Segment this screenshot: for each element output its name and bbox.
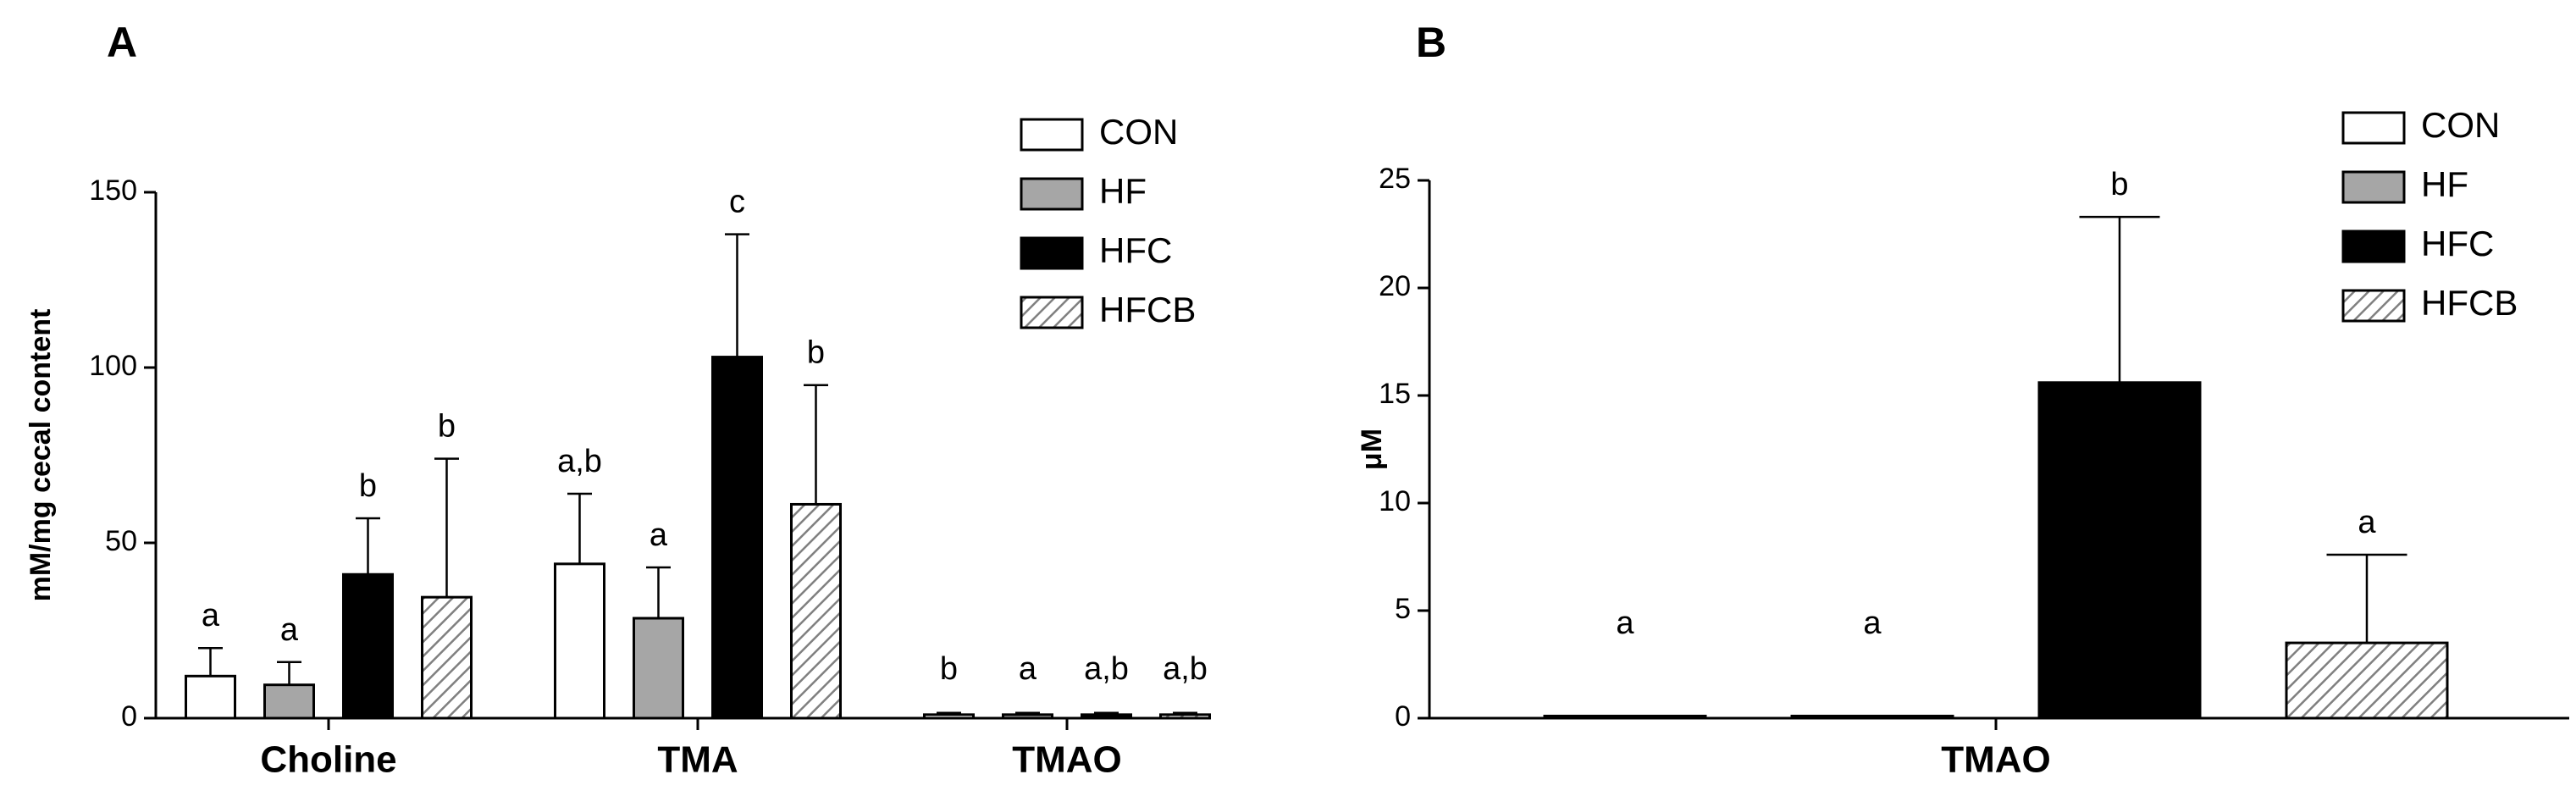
bar: [1159, 713, 1211, 720]
legend-swatch: [2341, 289, 2406, 323]
panel-label: B: [1416, 19, 1446, 66]
annotation: a: [280, 612, 299, 648]
bar: [185, 674, 236, 720]
annotation: a,b: [557, 444, 602, 479]
y-tick-label: 0: [1395, 700, 1411, 733]
annotation: b: [438, 409, 456, 445]
x-tick-label: TMA: [657, 739, 738, 781]
annotation: a: [1019, 651, 1037, 687]
bar: [923, 713, 975, 720]
bar: [2037, 381, 2202, 720]
bar: [263, 683, 315, 720]
y-tick-label: 100: [89, 350, 137, 382]
legend-label: HFC: [1099, 230, 1172, 270]
bar: [554, 562, 605, 720]
y-tick-label: 10: [1379, 485, 1411, 517]
legend-swatch: [2341, 170, 2406, 204]
legend-swatch: [1020, 236, 1084, 270]
annotation: b: [940, 651, 958, 687]
legend-label: CON: [1099, 112, 1178, 152]
legend-swatch: [2341, 111, 2406, 145]
bar: [342, 572, 394, 720]
legend-label: HFCB: [1099, 290, 1196, 329]
bar: [1002, 713, 1053, 720]
annotation: b: [359, 468, 377, 504]
y-axis-label: μM: [1356, 429, 1388, 470]
bar: [2285, 641, 2449, 720]
bar: [1081, 713, 1132, 720]
legend-label: CON: [2421, 105, 2500, 145]
annotation: a: [650, 517, 668, 553]
y-tick-label: 50: [105, 525, 137, 557]
y-tick-label: 5: [1395, 593, 1411, 625]
panel-label: A: [107, 19, 137, 66]
y-tick-label: 0: [121, 700, 137, 733]
annotation: a,b: [1084, 651, 1129, 687]
legend-swatch: [1020, 177, 1084, 211]
y-tick-label: 150: [89, 174, 137, 207]
bar: [711, 356, 763, 720]
legend-swatch: [1020, 118, 1084, 152]
bar: [421, 595, 473, 720]
bar: [633, 617, 684, 720]
legend-label: HF: [1099, 171, 1147, 211]
annotation: b: [807, 335, 825, 371]
x-tick-label: TMAO: [1941, 739, 2051, 781]
annotation: b: [2110, 167, 2128, 202]
legend-swatch: [2341, 230, 2406, 263]
x-tick-label: Choline: [260, 739, 396, 781]
legend-swatch: [1020, 296, 1084, 329]
annotation: a: [2358, 505, 2376, 540]
annotation: c: [729, 185, 745, 220]
legend-label: HFCB: [2421, 283, 2518, 323]
legend-label: HFC: [2421, 224, 2494, 263]
y-tick-label: 20: [1379, 270, 1411, 302]
annotation: a: [202, 598, 220, 633]
annotation: a: [1863, 606, 1882, 641]
y-tick-label: 25: [1379, 163, 1411, 195]
annotation: a: [1616, 606, 1634, 641]
legend-label: HF: [2421, 164, 2468, 204]
y-axis-label: mM/mg cecal content: [25, 309, 57, 602]
annotation: a,b: [1163, 651, 1208, 687]
y-tick-label: 15: [1379, 378, 1411, 410]
bar: [790, 502, 842, 720]
x-tick-label: TMAO: [1012, 739, 1122, 781]
